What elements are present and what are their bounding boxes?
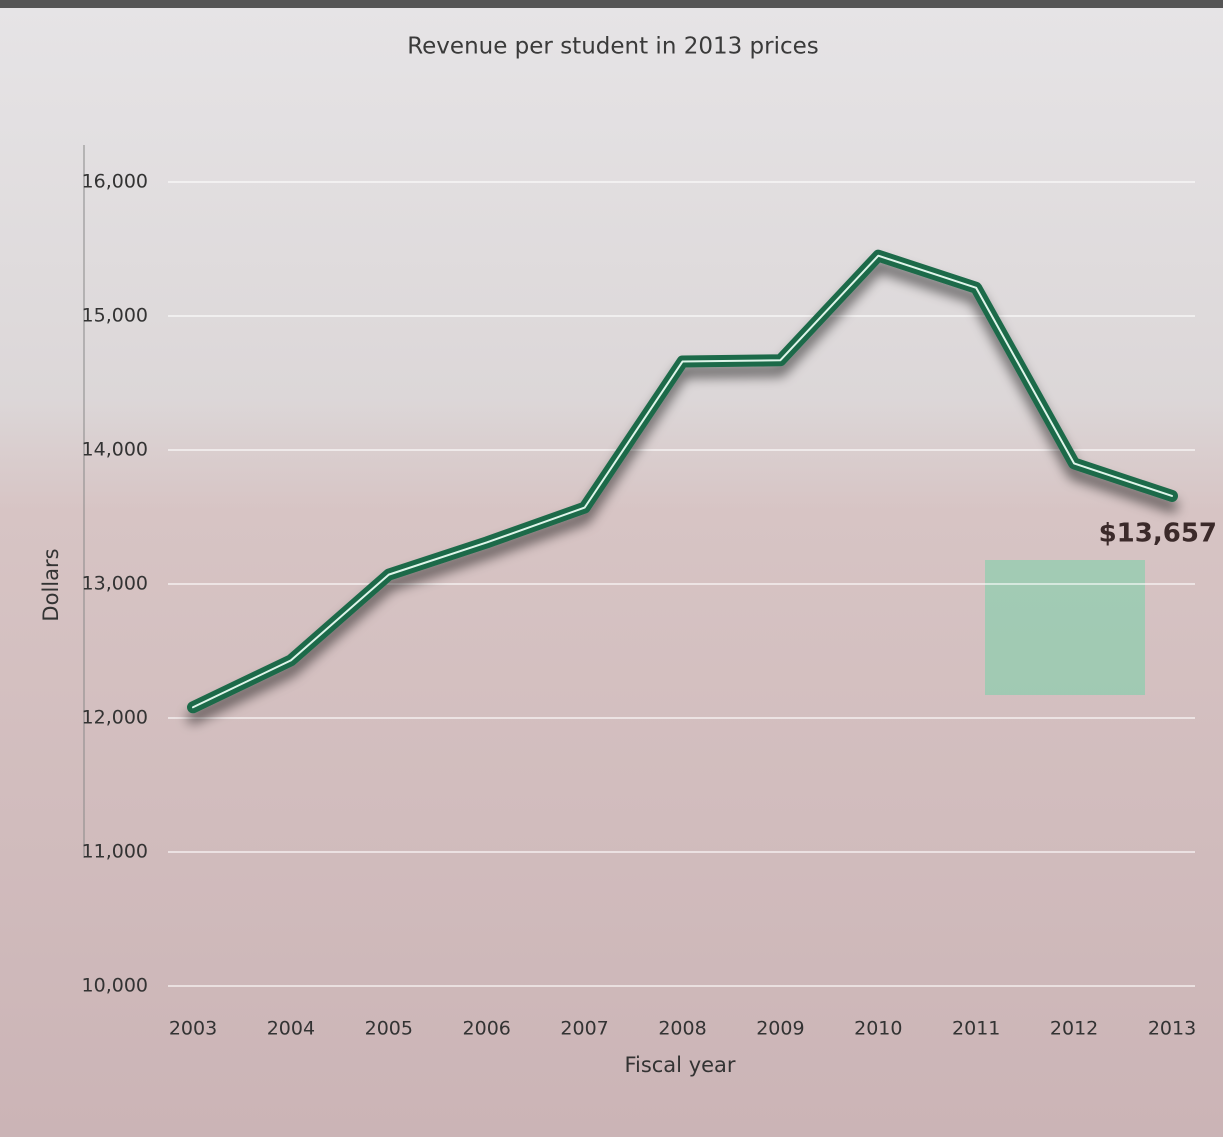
y-tick-label: 15,000 xyxy=(82,305,148,327)
x-tick-label: 2012 xyxy=(1050,1018,1098,1040)
y-tick-label: 16,000 xyxy=(82,171,148,193)
x-tick-label: 2005 xyxy=(365,1018,413,1040)
y-tick-label: 11,000 xyxy=(82,841,148,863)
y-axis-title: Dollars xyxy=(39,548,63,621)
x-tick-label: 2006 xyxy=(463,1018,511,1040)
x-tick-label: 2009 xyxy=(756,1018,804,1040)
x-tick-label: 2008 xyxy=(658,1018,706,1040)
x-tick-label: 2010 xyxy=(854,1018,902,1040)
top-border xyxy=(0,0,1223,8)
value-label: $13,657 xyxy=(1099,518,1217,548)
x-tick-label: 2004 xyxy=(267,1018,315,1040)
y-tick-label: 10,000 xyxy=(82,975,148,997)
chart: Revenue per student in 2013 prices Dolla… xyxy=(0,0,1223,1137)
x-axis-title: Fiscal year xyxy=(624,1053,735,1077)
x-tick-label: 2007 xyxy=(560,1018,608,1040)
background-sign xyxy=(985,560,1145,695)
y-tick-label: 14,000 xyxy=(82,439,148,461)
y-tick-label: 13,000 xyxy=(82,573,148,595)
x-tick-label: 2013 xyxy=(1148,1018,1196,1040)
x-tick-label: 2011 xyxy=(952,1018,1000,1040)
y-tick-label: 12,000 xyxy=(82,707,148,729)
chart-title: Revenue per student in 2013 prices xyxy=(407,34,819,60)
x-tick-label: 2003 xyxy=(169,1018,217,1040)
